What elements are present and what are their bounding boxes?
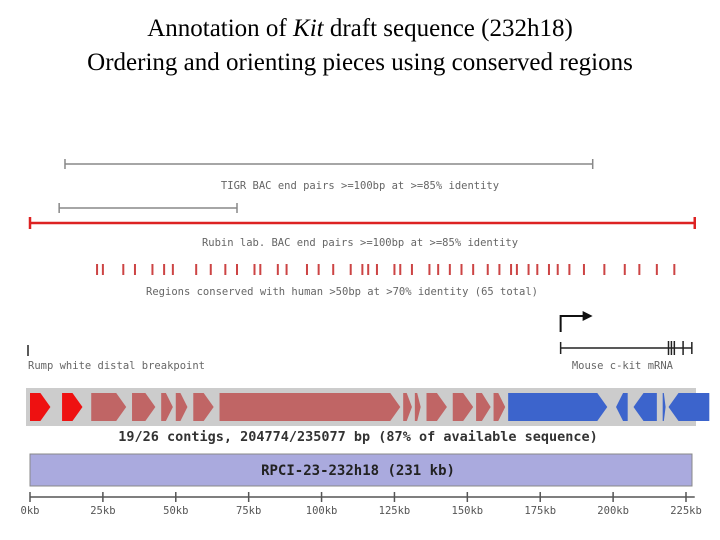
conserved-region-tick	[568, 264, 571, 275]
mouse-ckit-mrna	[27, 311, 693, 356]
conserved-region-tick	[367, 264, 370, 275]
contig-arrow	[493, 393, 506, 421]
conserved-region-tick	[582, 264, 585, 275]
conserved-region-tick	[638, 264, 641, 275]
axis-tick-label: 0kb	[21, 505, 40, 517]
contig-arrow	[616, 393, 628, 421]
conserved-region-tick	[133, 264, 136, 275]
conserved-region-tick	[393, 264, 396, 275]
transcription-arrow-head	[582, 311, 593, 321]
conserved-region-tick	[486, 264, 489, 275]
conserved-region-tick	[253, 264, 256, 275]
contig-arrow	[508, 393, 608, 421]
conserved-region-tick	[536, 264, 539, 275]
conserved-region-tick	[259, 264, 262, 275]
axis-tick-label: 125kb	[379, 505, 411, 517]
conserved-region-tick	[151, 264, 154, 275]
conserved-region-tick	[623, 264, 626, 275]
conserved-label: Regions conserved with human >50bp at >7…	[146, 286, 538, 298]
conserved-region-tick	[515, 264, 518, 275]
rubin-bac-end-pairs	[28, 217, 696, 229]
title-line-2: Ordering and orienting pieces using cons…	[87, 49, 633, 76]
conserved-region-tick	[556, 264, 559, 275]
conserved-region-tick	[510, 264, 513, 275]
conserved-region-tick	[332, 264, 335, 275]
conserved-region-tick	[163, 264, 166, 275]
axis-tick-label: 50kb	[163, 505, 188, 517]
rubin-label: Rubin lab. BAC end pairs >=100bp at >=85…	[202, 237, 518, 249]
axis-tick-label: 175kb	[524, 505, 556, 517]
conserved-region-tick	[122, 264, 125, 275]
axis-tick-label: 225kb	[670, 505, 702, 517]
conserved-region-tick	[285, 264, 288, 275]
conserved-region-tick	[361, 264, 364, 275]
conserved-region-tick	[437, 264, 440, 275]
conserved-region-tick	[171, 264, 174, 275]
slide-title: Annotation of Kit draft sequence (232h18…	[0, 12, 720, 80]
conserved-region-tick	[603, 264, 606, 275]
contig-arrow	[452, 393, 474, 421]
conserved-region-tick	[195, 264, 198, 275]
contig-arrow	[30, 393, 51, 421]
conserved-region-tick	[317, 264, 320, 275]
conserved-region-tick	[472, 264, 475, 275]
contig-arrows	[30, 393, 710, 421]
conserved-region-tick	[101, 264, 104, 275]
conserved-region-tick	[655, 264, 658, 275]
conserved-region-tick	[276, 264, 279, 275]
bac-clone-label: RPCI-23-232h18 (231 kb)	[261, 463, 455, 479]
kb-axis: 0kb 25kb 50kb 75kb 100kb 125kb 150kb 175kb 200kb…	[21, 492, 702, 517]
contig-arrow	[403, 393, 412, 421]
conserved-region-tick	[236, 264, 239, 275]
conserved-region-tick	[460, 264, 463, 275]
tigr-label: TIGR BAC end pairs >=100bp at >=85% iden…	[221, 180, 499, 192]
contig-arrow	[132, 393, 156, 421]
conserved-region-tick	[498, 264, 501, 275]
conserved-region-tick	[224, 264, 227, 275]
conserved-region-tick	[375, 264, 378, 275]
contig-arrow	[426, 393, 447, 421]
contig-arrow	[62, 393, 83, 421]
title-line-1: Annotation of Kit draft sequence (232h18…	[147, 15, 573, 42]
conserved-region-tick	[209, 264, 212, 275]
conserved-region-tick	[96, 264, 99, 275]
contig-arrow	[476, 393, 491, 421]
contig-arrow	[662, 393, 666, 421]
conserved-region-tick	[673, 264, 676, 275]
contig-arrow	[414, 393, 421, 421]
contig-summary: 19/26 contigs, 204774/235077 bp (87% of …	[118, 429, 598, 445]
conserved-region-tick	[349, 264, 352, 275]
conserved-region-tick	[428, 264, 431, 275]
contig-arrow	[193, 393, 214, 421]
contig-arrow	[633, 393, 657, 421]
conserved-regions	[96, 264, 676, 275]
axis-tick-label: 100kb	[306, 505, 338, 517]
contig-arrow	[91, 393, 127, 421]
conserved-region-tick	[399, 264, 402, 275]
contig-arrow	[219, 393, 401, 421]
contig-arrow	[161, 393, 173, 421]
contig-arrow	[175, 393, 188, 421]
contig-arrow	[668, 393, 710, 421]
axis-tick-label: 75kb	[236, 505, 261, 517]
mrna-label: Mouse c-kit mRNA	[572, 360, 674, 372]
breakpoint-label: Rump white distal breakpoint	[28, 360, 205, 372]
axis-tick-label: 25kb	[90, 505, 115, 517]
conserved-region-tick	[410, 264, 413, 275]
conserved-region-tick	[527, 264, 530, 275]
tigr-span	[64, 159, 594, 169]
conserved-region-tick	[547, 264, 550, 275]
rubin-span	[28, 217, 696, 229]
tigr-span	[58, 203, 238, 213]
bac-clone-bar	[29, 453, 693, 487]
axis-tick-label: 150kb	[452, 505, 484, 517]
conserved-region-tick	[305, 264, 308, 275]
transcription-start-arrow	[559, 315, 585, 332]
axis-tick-label: 200kb	[597, 505, 629, 517]
tigr-bac-end-pairs	[58, 159, 594, 213]
conserved-region-tick	[448, 264, 451, 275]
